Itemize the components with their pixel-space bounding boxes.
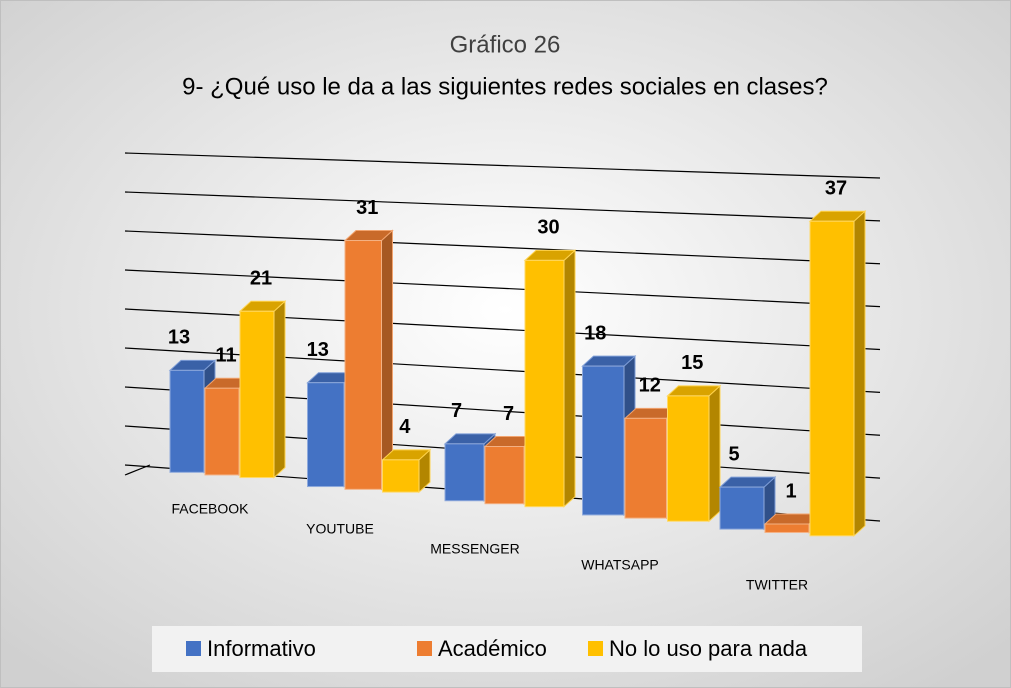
bar-front [764,523,810,533]
bar [523,249,577,508]
legend-box [152,626,862,672]
bar-front [204,387,240,476]
bar-front [719,486,765,530]
x-tick-label: MESSENGER [430,541,519,557]
value-label: 30 [537,217,559,239]
bar-front [484,446,525,505]
bar-front [444,443,485,502]
x-tick-label: TWITTER [746,577,808,593]
value-label: 21 [250,268,272,290]
legend-label: No lo uso para nada [609,636,808,661]
bar [808,210,867,537]
bar [718,475,777,531]
value-label: 11 [215,345,236,367]
grid-line [124,230,881,265]
legend-label: Académico [438,636,547,661]
bar-front [382,459,420,493]
bar-front [524,259,565,508]
value-label: 15 [681,352,703,374]
grid-line [124,269,881,308]
legend-swatch [186,641,201,656]
value-label: 5 [728,443,739,465]
value-label: 7 [503,403,514,425]
grid-line [124,191,881,222]
bar-side [563,249,576,508]
value-label: 13 [307,339,329,361]
bar-side [381,229,393,491]
bar-front [307,382,345,488]
value-label: 1 [785,480,796,502]
bar-front [169,369,205,473]
chart-title: Gráfico 26 [450,31,561,58]
value-label: 18 [584,322,606,344]
value-label: 7 [451,400,462,422]
bar-front [239,310,275,479]
legend-label: Informativo [207,636,316,661]
bar-side [708,384,721,523]
grid-line [124,152,881,179]
bar-front [809,220,855,537]
bar [238,300,287,479]
bar-front [624,417,667,519]
legend-swatch [588,641,603,656]
bar-side [853,210,866,537]
floor-edge [124,464,151,476]
bar [381,448,432,494]
value-label: 4 [399,416,411,438]
legend-swatch [417,641,432,656]
x-tick-label: FACEBOOK [171,501,249,517]
x-tick-label: WHATSAPP [581,557,659,573]
bar-side [273,300,286,479]
bar-front [667,395,710,522]
value-label: 31 [356,197,378,219]
bar [343,229,394,491]
value-label: 37 [825,177,847,199]
value-label: 13 [168,327,190,349]
x-tick-label: YOUTUBE [306,521,374,537]
chart-subtitle: 9- ¿Qué uso le da a las siguientes redes… [182,73,828,100]
bar [666,384,722,523]
bar-front [582,365,625,516]
bar-front [344,240,382,490]
value-label: 12 [639,375,661,397]
